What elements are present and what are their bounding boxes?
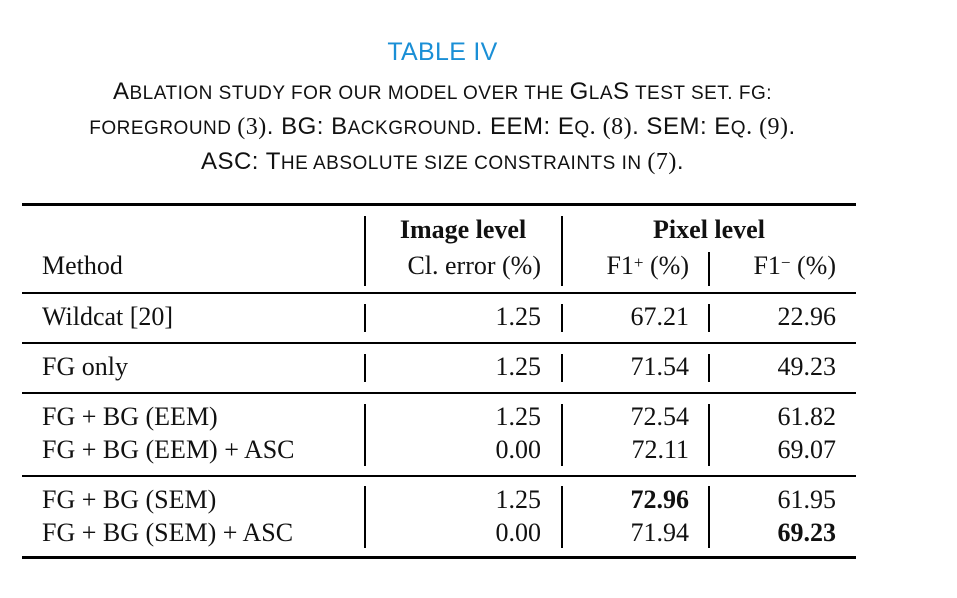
table-row-f1-plus: 67.21 — [630, 302, 690, 331]
table-row-method: FG + BG (SEM) + ASC — [42, 518, 294, 547]
table-row-cl-error: 0.00 — [495, 518, 542, 547]
column-separator — [708, 404, 710, 466]
header-rule — [22, 292, 856, 294]
section-rule — [22, 475, 856, 477]
header-image-level: Image level — [399, 215, 527, 244]
table-row-f1-minus: 69.07 — [777, 435, 837, 464]
table-row-f1-minus: 61.82 — [777, 402, 837, 431]
table-row-cl-error: 0.00 — [495, 435, 542, 464]
table-row-f1-plus: 71.54 — [630, 352, 690, 381]
caption-line-2: FOREGROUND (3). BG: BACKGROUND. EEM: EQ.… — [89, 113, 796, 140]
table-row-method: FG + BG (SEM) — [42, 485, 217, 514]
column-separator — [364, 486, 366, 548]
header-method: Method — [42, 251, 123, 280]
table-row-cl-error: 1.25 — [495, 352, 542, 381]
column-separator — [364, 304, 366, 332]
table-row-f1-plus: 72.11 — [631, 435, 689, 464]
column-separator — [364, 354, 366, 382]
bottom-rule — [22, 556, 856, 559]
table-row-cl-error: 1.25 — [495, 402, 542, 431]
column-separator — [561, 486, 563, 548]
table-row-method: Wildcat [20] — [42, 302, 174, 331]
table-row-method: FG + BG (EEM) + ASC — [42, 435, 295, 464]
column-separator — [708, 486, 710, 548]
table-row-cl-error: 1.25 — [495, 485, 542, 514]
column-separator — [364, 216, 366, 286]
column-separator — [708, 354, 710, 382]
column-separator — [708, 304, 710, 332]
table-row-f1-plus-best: 72.96 — [630, 485, 690, 514]
table-row-cl-error: 1.25 — [495, 302, 542, 331]
header-f1-plus: F1+ (%) — [606, 251, 689, 280]
column-separator — [561, 304, 563, 332]
caption-line-3: ASC: THE ABSOLUTE SIZE CONSTRAINTS IN (7… — [200, 148, 685, 175]
table-row-method: FG only — [42, 352, 128, 381]
top-rule — [22, 203, 856, 206]
caption-line-1: ABLATION STUDY FOR OUR MODEL OVER THE GL… — [112, 78, 773, 105]
section-rule — [22, 342, 856, 344]
table-row-method: FG + BG (EEM) — [42, 402, 218, 431]
table-number: TABLE IV — [387, 38, 498, 66]
table-row-f1-plus: 71.94 — [630, 518, 690, 547]
table-row-f1-minus: 61.95 — [777, 485, 837, 514]
header-pixel-level: Pixel level — [653, 215, 765, 244]
header-f1-minus: F1− (%) — [753, 251, 836, 280]
table-row-f1-minus: 49.23 — [777, 352, 837, 381]
column-separator — [708, 252, 710, 286]
column-separator — [561, 216, 563, 286]
section-rule — [22, 392, 856, 394]
header-cl-error: Cl. error (%) — [407, 251, 541, 280]
column-separator — [561, 404, 563, 466]
ablation-table: Image level Pixel level Method Cl. error… — [22, 203, 856, 559]
table-row-f1-minus: 22.96 — [777, 302, 837, 331]
table-row-f1-minus-best: 69.23 — [777, 518, 837, 547]
table-row-f1-plus: 72.54 — [630, 402, 690, 431]
column-separator — [364, 404, 366, 466]
column-separator — [561, 354, 563, 382]
